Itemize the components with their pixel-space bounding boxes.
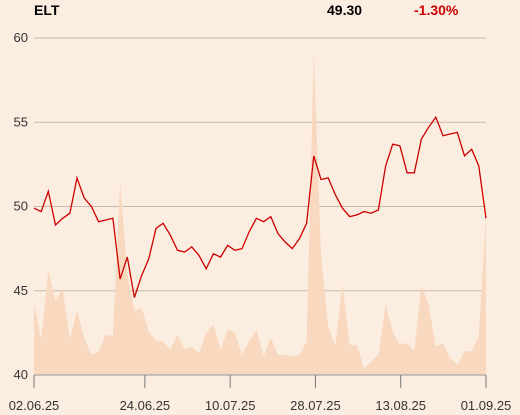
y-tick-label: 50 [14,199,28,214]
x-tick-label: 13.08.25 [375,398,426,413]
x-tick-label: 02.06.25 [9,398,60,413]
ticker-symbol: ELT [34,2,60,18]
x-tick-label: 24.06.25 [120,398,171,413]
price-change: -1.30% [414,2,459,18]
x-tick-label: 10.07.25 [205,398,256,413]
price-line [33,115,487,298]
x-tick-label: 01.09.25 [461,398,512,413]
x-axis: 02.06.25 24.06.25 10.07.25 28.07.25 13.08.25… [9,374,512,413]
volume-area [34,51,486,375]
last-price: 49.30 [327,2,363,18]
y-axis: 40 45 50 55 60 [14,30,28,382]
y-tick-label: 40 [14,367,28,382]
x-tick-label: 28.07.25 [290,398,341,413]
grid-lines [34,37,486,292]
y-tick-label: 55 [14,114,28,129]
y-tick-label: 45 [14,283,28,298]
y-tick-label: 60 [14,30,28,45]
